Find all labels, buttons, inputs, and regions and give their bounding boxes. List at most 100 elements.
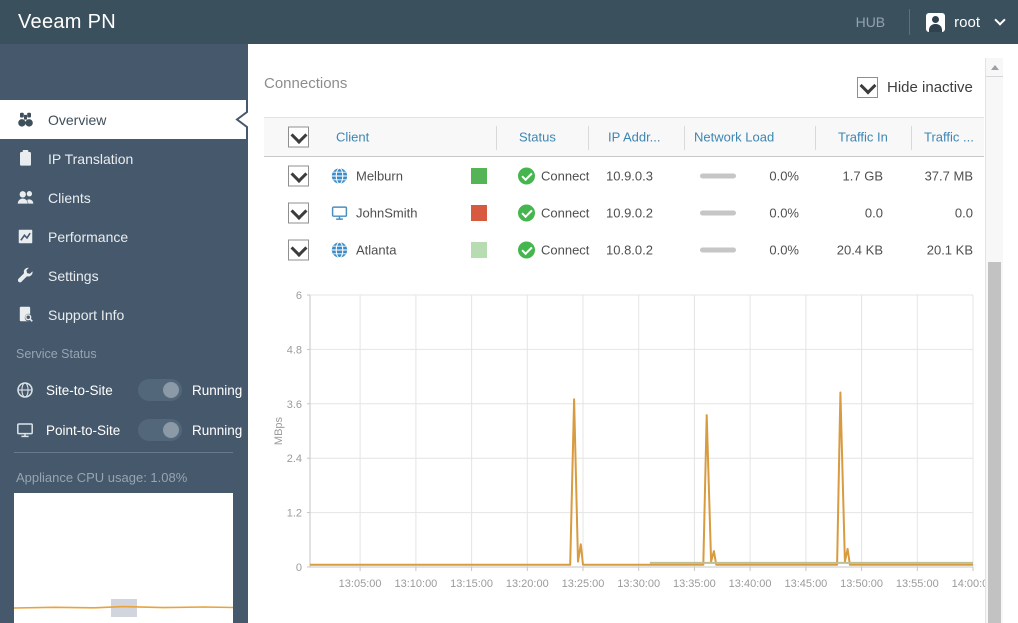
column-header-traffic[interactable]: Traffic ... (924, 129, 974, 145)
row-checkbox[interactable] (288, 202, 309, 223)
row-checkbox[interactable] (288, 239, 309, 260)
performance-icon (16, 227, 35, 246)
topbar: Veeam PN HUB root (0, 0, 1018, 44)
service-state: Running (192, 382, 243, 398)
column-separator (496, 126, 497, 150)
traffic-chart: 13:05:00 13:10:00 13:15:00 13:20:00 13:25:00… (268, 284, 994, 614)
sidebar-item-label: Settings (48, 267, 99, 284)
column-header-client[interactable]: Client (336, 129, 370, 145)
client-name: Melburn (356, 168, 403, 183)
hide-inactive-control[interactable]: Hide inactive (857, 77, 973, 98)
x-tick-label: 13:10:00 (394, 578, 437, 590)
status-text: Connect (541, 242, 590, 257)
column-separator (684, 126, 685, 150)
x-tick-label: 14:00:00 (952, 578, 988, 590)
hide-inactive-label: Hide inactive (887, 79, 973, 96)
network-load-bar (700, 210, 736, 215)
series-traffic-in (310, 391, 973, 566)
row-checkbox[interactable] (288, 165, 309, 186)
app-title: Veeam PN (18, 10, 117, 33)
status-text: Connect (541, 205, 590, 220)
network-load-bar (700, 247, 736, 252)
scroll-up-button[interactable] (986, 58, 1003, 77)
globe-outline-icon (16, 381, 34, 399)
service-label: Site-to-Site (46, 382, 113, 398)
network-load-pct: 0.0% (769, 168, 799, 183)
site-to-site-toggle[interactable] (138, 379, 182, 401)
service-site-to-site: Site-to-Site Running (0, 370, 248, 410)
network-load-pct: 0.0% (769, 242, 799, 257)
ip-address: 10.9.0.3 (606, 168, 653, 183)
binoculars-icon (16, 110, 35, 129)
cpu-usage-label: Appliance CPU usage: 1.08% (16, 470, 188, 485)
ip-address: 10.9.0.2 (606, 205, 653, 220)
x-tick-label: 13:25:00 (562, 578, 605, 590)
traffic-out-value: 37.7 MB (924, 168, 973, 183)
scrollbar[interactable] (985, 58, 1003, 623)
sidebar-item-performance[interactable]: Performance (0, 217, 248, 256)
x-tick-label: 13:50:00 (840, 578, 883, 590)
point-to-site-toggle[interactable] (138, 419, 182, 441)
sidebar-divider (14, 452, 233, 453)
sidebar-item-clients[interactable]: Clients (0, 178, 248, 217)
service-point-to-site: Point-to-Site Running (0, 410, 248, 450)
globe-client-icon (331, 167, 348, 184)
hide-inactive-checkbox[interactable] (857, 77, 878, 98)
monitor-client-icon (331, 204, 348, 221)
monitor-outline-icon (16, 421, 34, 439)
load-color-square (471, 167, 487, 184)
traffic-in-value: 20.4 KB (836, 242, 883, 257)
client-name: Atlanta (356, 242, 397, 257)
network-load-pct: 0.0% (769, 205, 799, 220)
sidebar-item-label: IP Translation (48, 150, 134, 167)
x-tick-label: 13:20:00 (506, 578, 549, 590)
hub-mode-label: HUB (855, 14, 886, 30)
status-ok-icon (518, 241, 535, 258)
select-all-checkbox[interactable] (288, 126, 309, 148)
main-panel: Connections Hide inactive Client Status IP… (248, 44, 1018, 623)
service-label: Point-to-Site (46, 422, 121, 438)
table-row-atlanta[interactable]: Atlanta Connect 10.8.0.2 0.0% 20.4 KB 20.1 KB (264, 231, 984, 268)
sidebar-item-ip-translation[interactable]: IP Translation (0, 139, 248, 178)
connections-table: Client Status IP Addr... Network Load Traffi… (264, 117, 984, 268)
ip-address: 10.8.0.2 (606, 242, 653, 257)
status-text: Connect (541, 168, 590, 183)
cpu-usage-chart-svg (13, 599, 234, 617)
column-header-status[interactable]: Status (519, 129, 556, 145)
network-load-bar (700, 173, 736, 178)
table-body: Melburn Connect 10.9.0.3 0.0% 1.7 GB 37.7 MB J… (264, 157, 984, 268)
column-header-traffic-in[interactable]: Traffic In (838, 129, 888, 145)
y-tick-label: 4.8 (287, 344, 302, 356)
service-state: Running (192, 422, 243, 438)
user-menu[interactable]: root (954, 13, 980, 31)
chevron-down-icon[interactable] (994, 14, 1006, 26)
sidebar-item-settings[interactable]: Settings (0, 256, 248, 295)
users-icon (16, 188, 35, 207)
sidebar-item-support-info[interactable]: Support Info (0, 295, 248, 334)
table-row-melburn[interactable]: Melburn Connect 10.9.0.3 0.0% 1.7 GB 37.7 MB (264, 157, 984, 194)
column-separator (815, 126, 816, 150)
sidebar-nav: Overview IP Translation Clients Performance… (0, 100, 248, 334)
up-arrow-icon (990, 64, 999, 70)
service-status-heading: Service Status (16, 347, 97, 361)
sidebar-item-label: Clients (48, 189, 91, 206)
user-avatar-icon (926, 12, 946, 32)
table-row-johnsmith[interactable]: JohnSmith Connect 10.9.0.2 0.0% 0.0 0.0 (264, 194, 984, 231)
column-header-network-load[interactable]: Network Load (694, 129, 775, 145)
toggle-knob (163, 382, 179, 398)
topbar-divider (909, 9, 911, 35)
column-header-ip-addr[interactable]: IP Addr... (608, 129, 661, 145)
y-tick-label: 3.6 (287, 399, 302, 411)
sidebar-item-label: Support Info (48, 306, 125, 323)
topbar-right: HUB root (855, 9, 1006, 35)
toggle-knob (163, 422, 179, 438)
table-header: Client Status IP Addr... Network Load Traffi… (264, 117, 984, 157)
scroll-thumb[interactable] (988, 262, 1001, 623)
x-tick-label: 13:15:00 (450, 578, 493, 590)
support-icon (16, 305, 35, 324)
sidebar-item-label: Performance (48, 228, 129, 245)
traffic-chart-svg: 13:05:00 13:10:00 13:15:00 13:20:00 13:25:00… (273, 290, 994, 590)
sidebar-item-overview[interactable]: Overview (0, 100, 248, 139)
globe-client-icon (331, 241, 348, 258)
